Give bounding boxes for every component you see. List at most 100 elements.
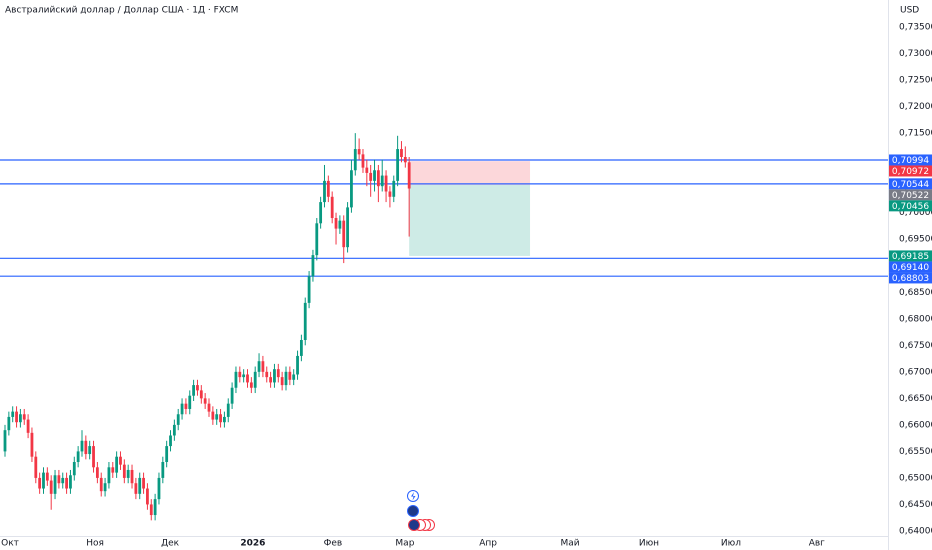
candle-body — [299, 340, 303, 356]
x-tick-label: Июл — [721, 539, 741, 549]
candle-body — [315, 223, 319, 256]
candle-body — [234, 371, 238, 388]
price-label: 0,70544 — [892, 180, 929, 190]
candle-body — [346, 207, 349, 248]
y-tick-label: 0,73500 — [899, 23, 932, 33]
candle-body — [192, 385, 196, 396]
chart-title: Австралийский доллар / Доллар США · 1Д ·… — [5, 6, 238, 16]
candle-body — [307, 276, 311, 303]
candle-body — [15, 411, 18, 423]
candle-body — [238, 371, 242, 378]
price-label-box — [889, 200, 932, 212]
candle-body — [269, 377, 272, 383]
candle-body — [288, 371, 292, 380]
price-label: 0,70522 — [892, 191, 929, 201]
candle-body — [215, 414, 219, 420]
candle-body — [153, 499, 157, 516]
candle-body — [7, 416, 11, 431]
x-tick-label: Ноя — [86, 539, 104, 549]
candle-body — [72, 462, 76, 476]
candle-body — [30, 432, 34, 457]
candle-body — [95, 467, 99, 478]
candle-body — [223, 416, 226, 423]
x-tick-label: Авг — [809, 539, 825, 549]
price-label: 0,70972 — [892, 167, 929, 177]
event-icon — [407, 505, 419, 517]
candle-body — [257, 361, 261, 372]
candle-body — [169, 435, 172, 447]
candle-body — [280, 377, 284, 386]
candle-body — [296, 355, 299, 375]
candle-body — [392, 180, 396, 197]
candle-body — [396, 149, 400, 181]
candle-body — [230, 387, 234, 404]
candle-body — [76, 451, 80, 463]
x-tick-label: Апр — [479, 539, 497, 549]
candle-body — [88, 446, 92, 455]
candle-body — [253, 371, 257, 388]
price-label: 0,69140 — [892, 263, 929, 273]
candle-body — [273, 369, 276, 383]
candle-body — [69, 475, 72, 489]
candle-body — [388, 191, 392, 197]
candle-body — [130, 469, 134, 484]
candle-body — [57, 475, 61, 484]
candle-body — [380, 175, 384, 187]
candle-body — [126, 469, 130, 478]
x-tick-label: Май — [560, 539, 579, 549]
price-label: 0,69185 — [892, 252, 929, 262]
price-label-box — [889, 165, 932, 177]
candle-body — [276, 369, 280, 378]
candle-body — [19, 414, 22, 423]
candle-body — [34, 456, 38, 478]
candle-body — [350, 170, 353, 208]
event-icons — [407, 490, 435, 531]
candle-body — [119, 456, 122, 465]
x-tick-label: Июн — [639, 539, 659, 549]
candle-body — [165, 446, 169, 463]
candle-body — [384, 175, 388, 192]
candle-body — [84, 440, 88, 455]
x-tick-label: Дек — [161, 539, 180, 549]
candle-body — [199, 390, 203, 399]
candle-body — [22, 414, 26, 420]
candle-body — [376, 170, 380, 187]
candle-body — [65, 477, 68, 489]
candle-body — [326, 180, 330, 197]
price-label-box — [889, 154, 932, 166]
candle-body — [323, 180, 326, 203]
candle-body — [403, 157, 407, 163]
candle-body — [149, 504, 153, 516]
candle-body — [172, 424, 176, 436]
candle-body — [292, 374, 296, 380]
candle-body — [138, 477, 142, 494]
candle-body — [161, 462, 165, 478]
candle-body — [207, 403, 211, 412]
candle-body — [184, 403, 188, 409]
candle-body — [115, 456, 119, 473]
price-label-box — [889, 189, 932, 201]
x-tick-label: Фев — [324, 539, 343, 549]
candle-body — [142, 477, 145, 489]
price-label: 0,70994 — [892, 156, 929, 166]
candle-body — [111, 467, 115, 473]
candle-body — [330, 196, 334, 219]
candle-body — [400, 149, 403, 158]
candle-body — [246, 374, 249, 383]
candle-body — [42, 472, 45, 489]
price-label-box — [889, 261, 932, 273]
candle-body — [92, 446, 95, 468]
